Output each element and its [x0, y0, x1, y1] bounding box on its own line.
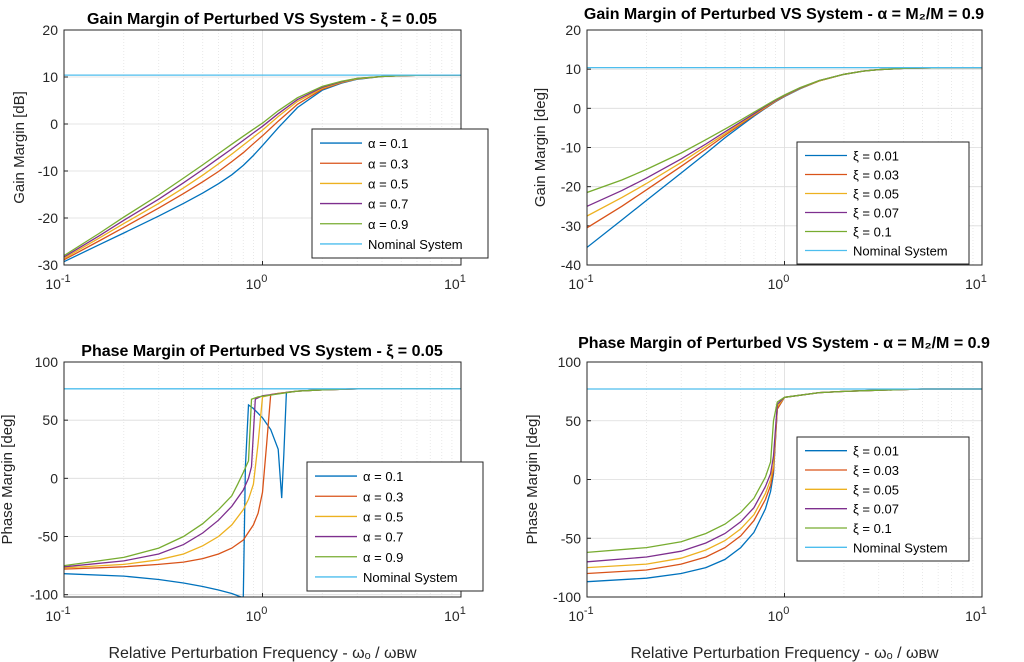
y-tick-label: -20 [38, 210, 58, 226]
x-tick-label: 10-1 [45, 605, 70, 624]
legend-label-5: α = 0.9 [368, 217, 408, 232]
axes-box [586, 29, 983, 266]
legend: α = 0.1 α = 0.3 α = 0.5 α = 0.7 α = 0.9 Nomin… [311, 128, 489, 259]
y-tick-label: 100 [35, 354, 59, 370]
series-line-5 [587, 388, 982, 554]
legend-label-4: α = 0.7 [368, 197, 408, 212]
legend-label-3: ξ = 0.05 [853, 482, 899, 497]
legend-label-5: α = 0.9 [363, 550, 403, 565]
chart-title: Phase Margin of Perturbed VS System - ξ … [81, 343, 443, 360]
y-tick-label: -50 [38, 529, 58, 545]
legend: α = 0.1 α = 0.3 α = 0.5 α = 0.7 α = 0.9 Nomin… [306, 461, 484, 592]
x-tick-label: 100 [768, 605, 790, 624]
x-tick-label: 10-1 [45, 273, 70, 292]
legend: ξ = 0.01 ξ = 0.03 ξ = 0.05 ξ = 0.07 ξ = 0.1 N… [796, 141, 970, 265]
x-axis-label: Relative Perturbation Frequency - ωₒ / ω… [108, 645, 417, 662]
axes-box [586, 361, 983, 598]
y-axis-label: Gain Margin [dB] [11, 91, 28, 204]
y-tick-label: -30 [38, 257, 58, 273]
chart-panel-3: -100 -50 0 50 100 10-1 100 101 Phase Margin of P… [0, 343, 484, 662]
y-tick-label: -100 [30, 587, 58, 603]
x-tick-label: 10-1 [568, 605, 593, 624]
series-line-5 [64, 74, 461, 257]
legend-label-1: ξ = 0.01 [853, 149, 899, 164]
legend-label-2: ξ = 0.03 [853, 463, 899, 478]
y-tick-label: -20 [561, 179, 581, 195]
y-tick-label: 0 [50, 116, 58, 132]
chart-panel-1: -30 -20 -10 0 10 20 10-1 100 101 Gain Margin of P… [11, 11, 489, 292]
y-tick-label: 50 [42, 412, 58, 428]
y-tick-label: 20 [42, 22, 58, 38]
y-tick-label: -50 [561, 530, 581, 546]
legend-label-1: ξ = 0.01 [853, 444, 899, 459]
legend-label-2: ξ = 0.03 [853, 168, 899, 183]
legend-label-6: Nominal System [853, 244, 948, 259]
chart-title: Phase Margin of Perturbed VS System - α … [578, 335, 990, 352]
legend-label-4: α = 0.7 [363, 530, 403, 545]
legend-label-2: α = 0.3 [363, 489, 403, 504]
chart-title: Gain Margin of Perturbed VS System - α =… [584, 6, 984, 23]
y-tick-label: -40 [561, 257, 581, 273]
legend-label-6: Nominal System [368, 237, 463, 252]
legend-label-5: ξ = 0.1 [853, 225, 892, 240]
y-axis-label: Phase Margin [deg] [0, 414, 16, 544]
y-tick-label: 100 [558, 354, 582, 370]
x-tick-label: 100 [246, 605, 268, 624]
x-axis-label: Relative Perturbation Frequency - ωₒ / ω… [630, 645, 939, 662]
y-tick-label: 0 [573, 100, 581, 116]
legend-label-1: α = 0.1 [363, 469, 403, 484]
y-tick-label: 10 [42, 69, 58, 85]
legend-label-6: Nominal System [363, 570, 458, 585]
legend-box [306, 461, 484, 592]
y-axis-label: Phase Margin [deg] [524, 414, 541, 544]
y-tick-label: 20 [565, 22, 581, 38]
legend-box [796, 141, 970, 265]
legend: ξ = 0.01 ξ = 0.03 ξ = 0.05 ξ = 0.07 ξ = 0.1 N… [796, 436, 970, 562]
y-axis-label: Gain Margin [deg] [532, 88, 549, 207]
series-line-5 [64, 388, 461, 567]
x-tick-label: 101 [965, 273, 987, 292]
legend-label-4: ξ = 0.07 [853, 502, 899, 517]
y-tick-label: -30 [561, 218, 581, 234]
y-tick-label: -10 [561, 140, 581, 156]
legend-label-4: ξ = 0.07 [853, 206, 899, 221]
y-tick-label: -10 [38, 163, 58, 179]
legend-label-6: Nominal System [853, 540, 948, 555]
legend-label-5: ξ = 0.1 [853, 521, 892, 536]
y-tick-label: 50 [565, 413, 581, 429]
chart-panel-2: -40 -30 -20 -10 0 10 20 10-1 100 101 Gain Margin o… [532, 6, 987, 292]
legend-label-2: α = 0.3 [368, 156, 408, 171]
y-tick-label: 10 [565, 61, 581, 77]
x-tick-label: 101 [444, 273, 466, 292]
x-tick-label: 101 [965, 605, 987, 624]
legend-label-3: α = 0.5 [363, 509, 403, 524]
series-line-5 [587, 66, 982, 194]
legend-box [311, 128, 489, 259]
legend-box [796, 436, 970, 562]
legend-label-1: α = 0.1 [368, 136, 408, 151]
x-tick-label: 100 [768, 273, 790, 292]
chart-panel-4: -100 -50 0 50 100 10-1 100 101 Phase Margin of P… [524, 335, 990, 662]
y-tick-label: -100 [553, 589, 581, 605]
x-tick-label: 10-1 [568, 273, 593, 292]
x-tick-label: 101 [444, 605, 466, 624]
y-tick-label: 0 [50, 470, 58, 486]
x-tick-label: 100 [246, 273, 268, 292]
legend-label-3: α = 0.5 [368, 176, 408, 191]
y-tick-label: 0 [573, 472, 581, 488]
legend-label-3: ξ = 0.05 [853, 187, 899, 202]
chart-title: Gain Margin of Perturbed VS System - ξ =… [87, 11, 437, 28]
